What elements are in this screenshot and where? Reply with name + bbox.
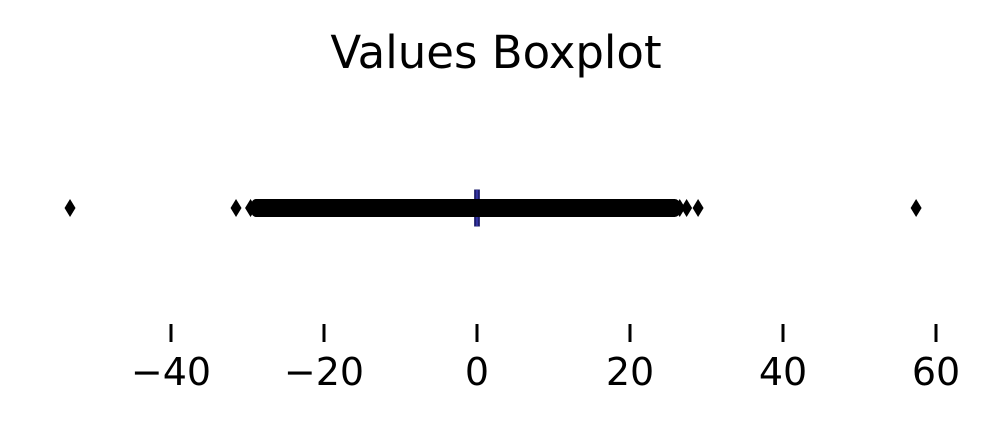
outlier-dense-band [251,199,680,217]
chart-title: Values Boxplot [330,26,661,79]
outlier-marker [277,199,289,217]
outlier-marker [692,199,704,217]
outlier-marker [910,199,922,217]
x-tick-label: 20 [606,350,654,394]
x-tick-label: 40 [759,350,807,394]
outlier-marker [662,199,674,217]
outlier-marker [230,199,242,217]
x-axis: −40 −20 0 20 40 60 [131,324,960,394]
outlier-marker [284,199,296,217]
outlier-marker [256,199,268,217]
outlier-marker [292,199,304,217]
outlier-marker [681,199,693,217]
x-tick-label: −40 [131,350,211,394]
outlier-marker [624,199,636,217]
outlier-marker [356,199,368,217]
outlier-marker [586,199,598,217]
outlier-marker [64,199,76,217]
outlier-marker [264,199,276,217]
x-tick-label: 0 [465,350,489,394]
x-tick-label: −20 [284,350,364,394]
outlier-marker [318,199,330,217]
outlier-marker [548,199,559,217]
outlier-marker [271,199,283,217]
outlier-marker [249,199,261,217]
x-tick-label: 60 [912,350,960,394]
outlier-marker [647,199,659,217]
outlier-marker [674,199,686,217]
outlier-marker [433,199,445,217]
outlier-marker [395,199,406,217]
outlier-layer [64,199,922,217]
outlier-marker [655,199,667,217]
outlier-marker [299,199,311,217]
outlier-marker [509,199,521,217]
